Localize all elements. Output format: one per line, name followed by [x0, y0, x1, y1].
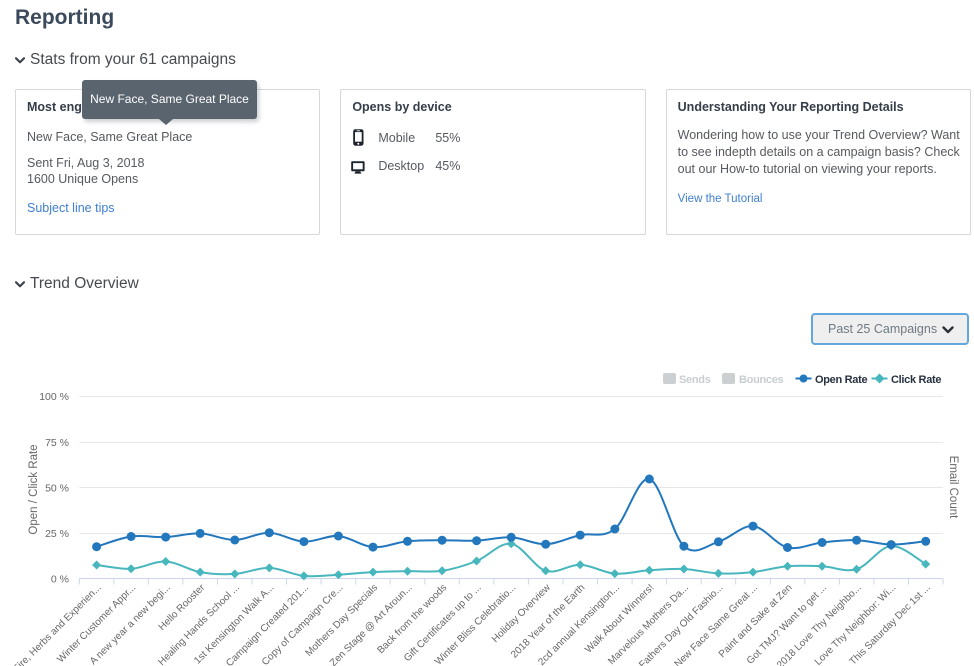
svg-text:Sends: Sends	[679, 374, 711, 386]
svg-text:75 %: 75 %	[45, 437, 69, 449]
svg-text:Open / Click Rate: Open / Click Rate	[28, 444, 40, 534]
svg-text:Holiday Overview: Holiday Overview	[490, 582, 553, 645]
svg-text:50 %: 50 %	[45, 483, 69, 495]
svg-text:Click Rate: Click Rate	[891, 374, 941, 386]
svg-text:Open Rate: Open Rate	[815, 374, 867, 386]
svg-text:Email Count: Email Count	[947, 456, 959, 519]
svg-text:100 %: 100 %	[39, 391, 69, 403]
svg-text:0 %: 0 %	[51, 574, 69, 586]
svg-text:25 %: 25 %	[45, 528, 69, 540]
svg-text:Bounces: Bounces	[739, 374, 784, 386]
